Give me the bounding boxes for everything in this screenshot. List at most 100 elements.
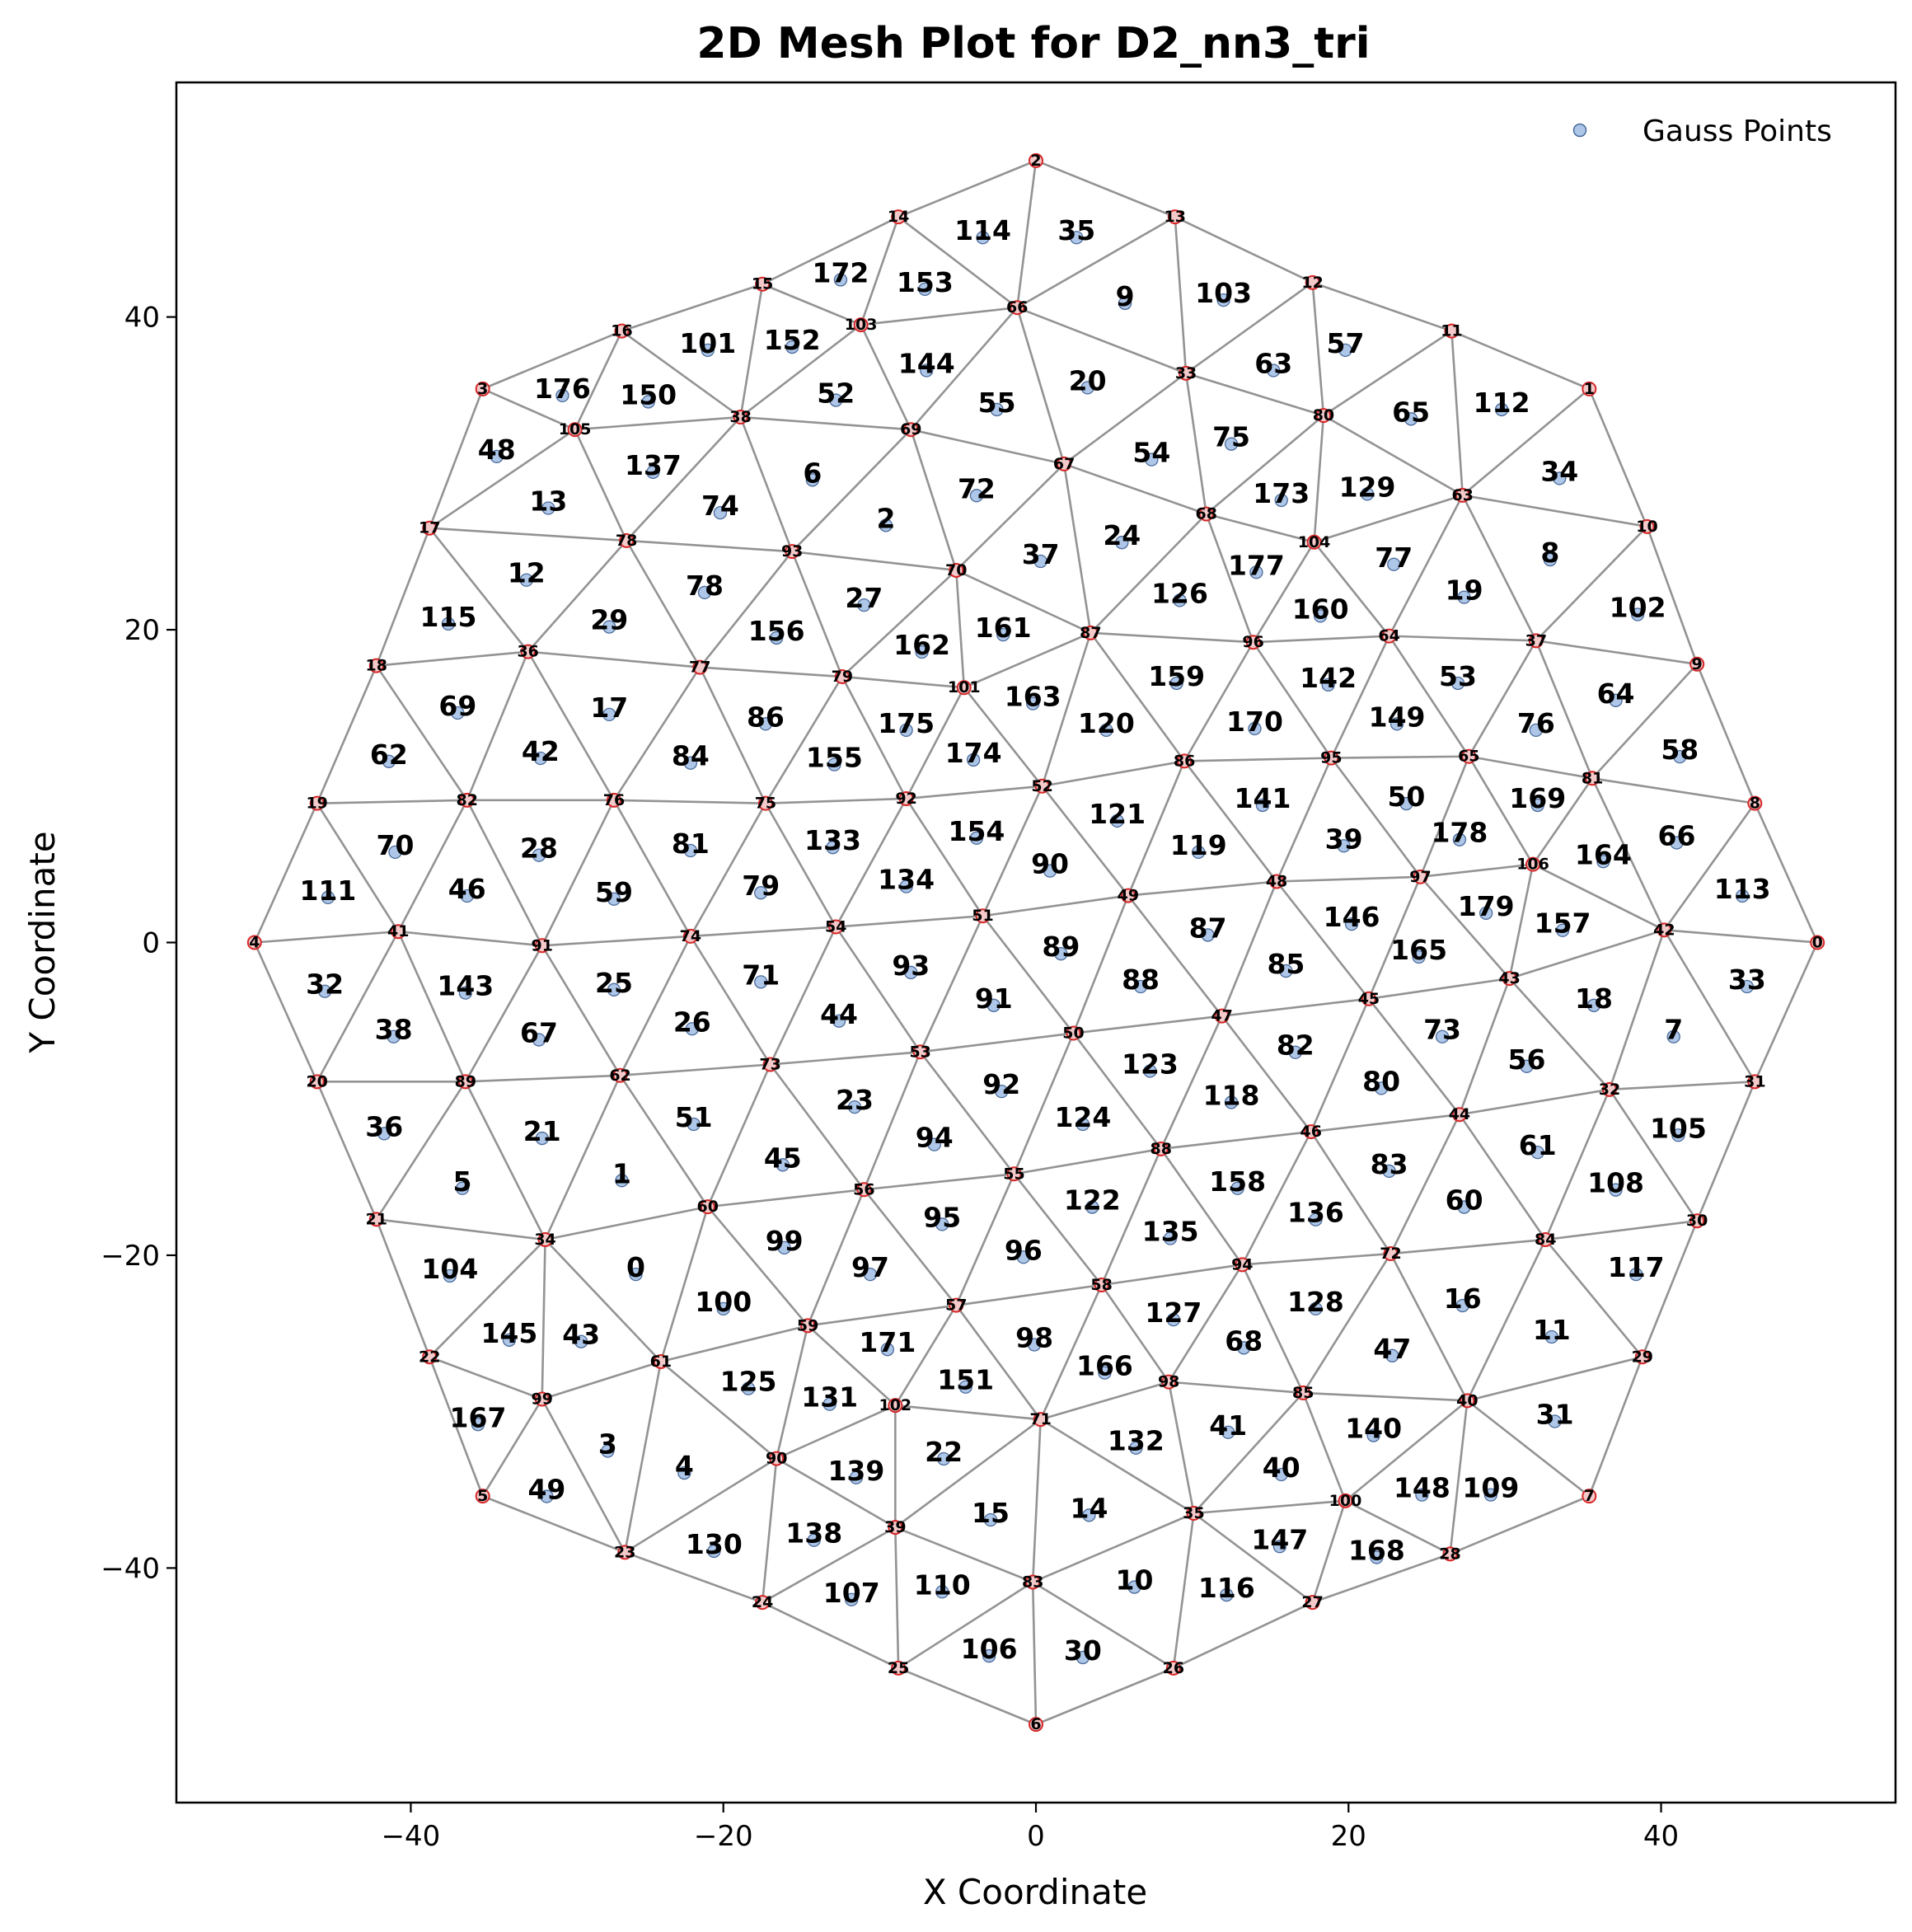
gauss-point bbox=[1666, 1029, 1680, 1043]
gauss-point bbox=[1530, 1145, 1544, 1160]
mesh-node bbox=[1381, 628, 1397, 644]
mesh-node bbox=[949, 1297, 964, 1313]
x-tick-label: −20 bbox=[694, 1820, 753, 1853]
mesh-edge bbox=[739, 416, 794, 552]
mesh-edge bbox=[1169, 1381, 1304, 1395]
element-label: 160 bbox=[1292, 593, 1349, 625]
gauss-point bbox=[958, 1380, 972, 1394]
mesh-edge bbox=[613, 799, 766, 804]
x-tick-label: 0 bbox=[1027, 1820, 1045, 1853]
mesh-edge bbox=[1221, 881, 1278, 1017]
mesh-edge bbox=[963, 687, 1043, 787]
element-label: 142 bbox=[1300, 662, 1357, 694]
element-label: 145 bbox=[480, 1317, 537, 1349]
node-label: 99 bbox=[532, 1390, 553, 1409]
element-label: 81 bbox=[672, 828, 710, 860]
element-label: 119 bbox=[1170, 829, 1227, 861]
mesh-edge bbox=[1090, 631, 1254, 644]
mesh-node bbox=[606, 792, 621, 808]
gauss-point bbox=[451, 706, 465, 720]
element-label: 4 bbox=[675, 1450, 694, 1482]
node-label: 17 bbox=[419, 519, 440, 537]
gauss-point bbox=[1248, 721, 1262, 736]
mesh-edge bbox=[1461, 387, 1591, 496]
gauss-point bbox=[1630, 607, 1645, 621]
node-label: 36 bbox=[517, 643, 538, 661]
gauss-point bbox=[1118, 296, 1132, 311]
x-tick-label: 40 bbox=[1643, 1820, 1679, 1853]
gauss-point bbox=[490, 449, 504, 464]
node-label: 1 bbox=[1584, 380, 1595, 398]
mesh-edge bbox=[376, 1218, 546, 1241]
gauss-point bbox=[1529, 723, 1543, 738]
gauss-point bbox=[936, 1451, 951, 1466]
element-label: 27 bbox=[845, 582, 883, 614]
gauss-point bbox=[1740, 979, 1754, 994]
mesh-edge bbox=[1073, 1015, 1222, 1034]
mesh-node bbox=[1057, 456, 1072, 471]
mesh-edge bbox=[1390, 1238, 1546, 1255]
mesh-edge bbox=[955, 1304, 1042, 1420]
mesh-edge bbox=[769, 926, 837, 1066]
mesh-edge bbox=[1031, 1582, 1038, 1725]
element-label: 47 bbox=[1373, 1333, 1411, 1365]
gauss-point bbox=[832, 1014, 846, 1028]
element-label: 155 bbox=[806, 742, 863, 774]
element-label: 122 bbox=[1064, 1184, 1121, 1217]
mesh-edge bbox=[1588, 1356, 1644, 1497]
element-label: 172 bbox=[813, 256, 869, 288]
mesh-node bbox=[1303, 1124, 1319, 1140]
gauss-point bbox=[1412, 950, 1426, 964]
gauss-point bbox=[805, 473, 819, 487]
mesh-node bbox=[1315, 408, 1331, 424]
element-label: 139 bbox=[827, 1455, 884, 1487]
element-label: 26 bbox=[673, 1006, 711, 1038]
mesh-edge bbox=[660, 1360, 778, 1460]
mesh-edge bbox=[1035, 1667, 1174, 1726]
element-label: 176 bbox=[534, 373, 591, 405]
element-label: 21 bbox=[523, 1115, 561, 1147]
node-label: 91 bbox=[532, 936, 553, 954]
mesh-edge bbox=[769, 1063, 865, 1191]
gauss-point bbox=[1085, 1200, 1099, 1214]
mesh-edge bbox=[1367, 998, 1460, 1116]
mesh-edge bbox=[739, 324, 862, 419]
gauss-point bbox=[455, 1181, 470, 1195]
element-label: 41 bbox=[1209, 1409, 1247, 1442]
gauss-point bbox=[1279, 964, 1293, 978]
gauss-point bbox=[1455, 1298, 1469, 1313]
element-label: 178 bbox=[1431, 817, 1488, 849]
node-label: 74 bbox=[680, 927, 701, 945]
mesh-edge bbox=[864, 1173, 1015, 1191]
mesh-edge bbox=[541, 1360, 662, 1400]
mesh-edge bbox=[1302, 1253, 1392, 1394]
gauss-point bbox=[777, 1240, 791, 1255]
element-label: 99 bbox=[766, 1225, 804, 1257]
gauss-point bbox=[1609, 693, 1623, 707]
node-label: 34 bbox=[534, 1231, 555, 1249]
gauss-point bbox=[607, 982, 621, 996]
gauss-point bbox=[1274, 1467, 1288, 1482]
mesh-edge bbox=[1015, 307, 1066, 465]
mesh-node bbox=[1245, 635, 1261, 650]
mesh-edge bbox=[1323, 414, 1464, 497]
mesh-edge bbox=[699, 667, 767, 804]
mesh-edge bbox=[464, 945, 543, 1082]
gauss-point bbox=[1457, 1200, 1471, 1214]
gauss-point bbox=[1043, 864, 1057, 878]
element-label: 73 bbox=[1423, 1014, 1461, 1046]
mesh-node bbox=[1525, 856, 1541, 872]
mesh-node bbox=[1528, 633, 1544, 649]
mesh-edge bbox=[1664, 929, 1818, 944]
element-label: 159 bbox=[1148, 660, 1205, 692]
gauss-point bbox=[1548, 1414, 1562, 1428]
node-label: 4 bbox=[249, 934, 260, 952]
mesh-edge bbox=[841, 676, 907, 800]
mesh-edge bbox=[544, 1075, 621, 1240]
mesh-edge bbox=[1302, 1392, 1347, 1502]
element-label: 177 bbox=[1228, 549, 1285, 581]
mesh-edge bbox=[619, 936, 692, 1076]
gauss-point bbox=[847, 1100, 862, 1114]
element-label: 116 bbox=[1198, 1572, 1255, 1604]
